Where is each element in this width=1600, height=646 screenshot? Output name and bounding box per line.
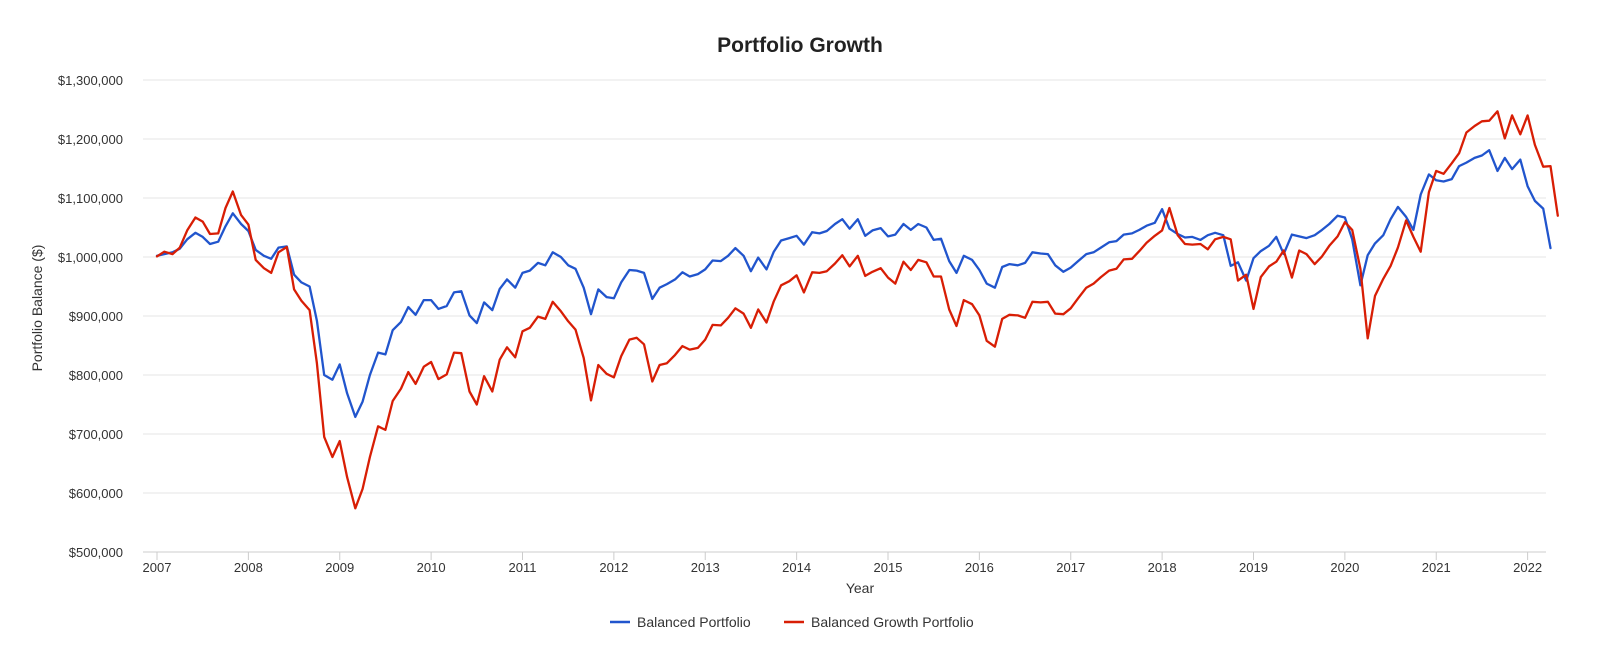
series-line-balanced-growth-portfolio: [155, 110, 1559, 510]
x-tick-label: 2021: [1422, 560, 1451, 575]
x-tick-label: 2020: [1330, 560, 1359, 575]
x-tick-label: 2019: [1239, 560, 1268, 575]
y-tick-label: $1,300,000: [58, 73, 123, 88]
x-tick-label: 2018: [1148, 560, 1177, 575]
x-tick-label: 2010: [417, 560, 446, 575]
x-axis-title: Year: [846, 580, 875, 596]
x-tick-label: 2016: [965, 560, 994, 575]
gridlines: [143, 79, 1546, 494]
x-tick-label: 2012: [599, 560, 628, 575]
legend-item[interactable]: Balanced Growth Portfolio: [784, 614, 974, 630]
x-tick-label: 2013: [691, 560, 720, 575]
legend[interactable]: Balanced Portfolio Balanced Growth Portfo…: [610, 614, 974, 630]
y-tick-label: $500,000: [69, 545, 123, 560]
series-lines: [155, 110, 1559, 510]
x-tick-label: 2015: [874, 560, 903, 575]
y-tick-label: $800,000: [69, 368, 123, 383]
x-tick-label: 2022: [1513, 560, 1542, 575]
y-tick-label: $700,000: [69, 427, 123, 442]
x-tick-label: 2009: [325, 560, 354, 575]
y-tick-label: $1,200,000: [58, 132, 123, 147]
x-tick-label: 2007: [143, 560, 172, 575]
x-tick-label: 2017: [1056, 560, 1085, 575]
series-line-balanced-portfolio: [155, 149, 1552, 419]
x-axis-tick-labels: 2007 2008 2009 2010 2011 2012 2013 2014 2015 2016…: [143, 560, 1543, 575]
y-axis-title: Portfolio Balance ($): [29, 245, 45, 372]
legend-label: Balanced Growth Portfolio: [811, 614, 974, 630]
legend-label: Balanced Portfolio: [637, 614, 751, 630]
x-tick-label: 2014: [782, 560, 811, 575]
chart-title: Portfolio Growth: [717, 34, 883, 57]
y-tick-label: $600,000: [69, 486, 123, 501]
legend-item[interactable]: Balanced Portfolio: [610, 614, 751, 630]
x-axis: [143, 551, 1546, 560]
y-tick-label: $1,000,000: [58, 250, 123, 265]
y-tick-label: $1,100,000: [58, 191, 123, 206]
x-tick-label: 2008: [234, 560, 263, 575]
x-tick-label: 2011: [509, 560, 537, 575]
y-tick-label: $900,000: [69, 309, 123, 324]
y-axis-tick-labels: $500,000 $600,000 $700,000 $800,000 $900,000…: [58, 73, 123, 560]
